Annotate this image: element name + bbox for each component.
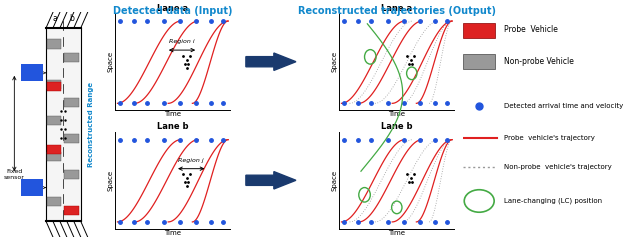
FancyBboxPatch shape [463,23,495,38]
Title: Lane b: Lane b [381,122,413,131]
FancyBboxPatch shape [21,64,43,81]
FancyBboxPatch shape [463,54,495,69]
FancyArrow shape [246,53,296,70]
Title: Lane b: Lane b [157,122,189,131]
FancyBboxPatch shape [65,134,79,143]
Text: Non-probe Vehicle: Non-probe Vehicle [504,57,573,66]
FancyBboxPatch shape [47,145,61,154]
Text: a: a [52,14,57,23]
FancyBboxPatch shape [65,170,79,179]
Text: Reconstructed trajectories (Output): Reconstructed trajectories (Output) [298,6,496,16]
FancyBboxPatch shape [47,116,61,125]
FancyBboxPatch shape [47,80,61,89]
Title: Lane a: Lane a [381,4,412,13]
FancyBboxPatch shape [21,179,43,196]
FancyBboxPatch shape [47,152,61,161]
X-axis label: Time: Time [388,230,405,236]
FancyBboxPatch shape [47,197,61,206]
Y-axis label: Space: Space [108,51,114,72]
Title: Lane a: Lane a [157,4,188,13]
Y-axis label: Space: Space [108,170,114,191]
X-axis label: Time: Time [164,230,181,236]
FancyBboxPatch shape [47,82,61,91]
Text: b: b [70,14,74,23]
FancyArrow shape [246,172,296,189]
Text: Reconstructed Range: Reconstructed Range [88,82,93,167]
X-axis label: Time: Time [388,112,405,118]
FancyBboxPatch shape [65,98,79,107]
Y-axis label: Space: Space [332,170,338,191]
Text: Probe  vehicle's trajectory: Probe vehicle's trajectory [504,135,595,141]
FancyBboxPatch shape [65,53,79,62]
FancyBboxPatch shape [47,39,61,49]
Text: Detected data (Input): Detected data (Input) [113,6,232,16]
Text: Region j: Region j [179,158,204,163]
Text: Detected arrival time and velocity: Detected arrival time and velocity [504,104,623,109]
Text: Lane-changing (LC) position: Lane-changing (LC) position [504,198,602,204]
X-axis label: Time: Time [164,112,181,118]
Text: Region i: Region i [169,39,195,44]
FancyBboxPatch shape [65,206,79,215]
Text: Probe  Vehicle: Probe Vehicle [504,25,557,34]
Text: Non-probe  vehicle's trajectory: Non-probe vehicle's trajectory [504,164,612,170]
Y-axis label: Space: Space [332,51,338,72]
Text: Fixed
sensor: Fixed sensor [4,169,25,180]
